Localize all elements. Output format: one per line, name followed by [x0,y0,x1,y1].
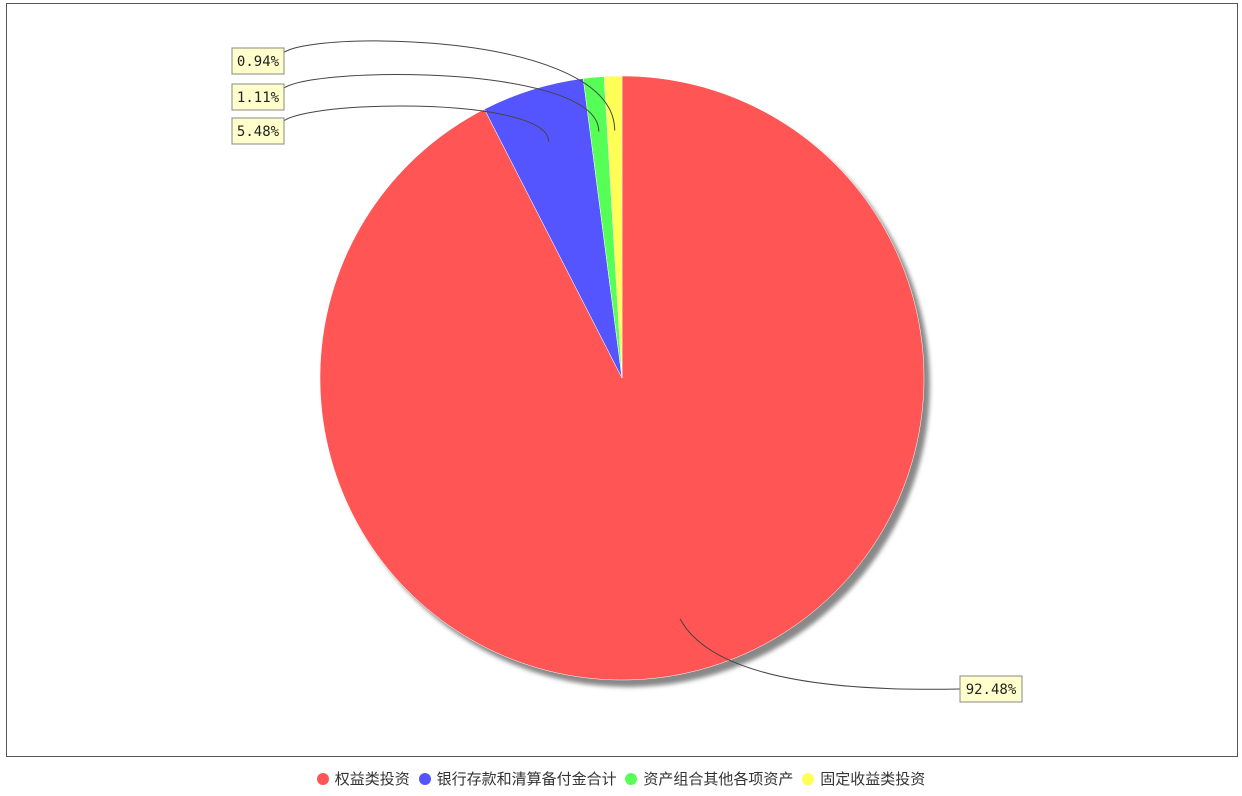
legend-item: 银行存款和清算备付金合计 [418,768,617,789]
pie-slice [319,75,925,681]
leader-line [280,40,616,131]
legend-label: 银行存款和清算备付金合计 [436,770,617,788]
data-label-box [231,83,285,111]
data-label: 92.48% [966,682,1017,698]
data-label-box [231,47,285,75]
legend-swatch [625,773,638,785]
data-label: 0.94% [237,54,280,70]
legend-item: 权益类投资 [316,768,410,789]
data-label-box [959,675,1023,703]
leader-line [280,74,600,132]
legend-swatch [316,773,329,785]
legend-label: 权益类投资 [334,770,410,788]
legend-item: 固定收益类投资 [802,768,925,789]
leader-line [280,105,550,142]
legend-label: 资产组合其他各项资产 [643,770,794,788]
legend-item: 资产组合其他各项资产 [625,768,793,789]
legend: 权益类投资 银行存款和清算备付金合计 资产组合其他各项资产 固定收益类投资 [0,768,1242,792]
data-label-box [231,117,285,145]
legend-swatch [802,773,815,785]
leader-line [679,618,961,690]
legend-swatch [418,773,431,785]
pie-slice [603,75,623,379]
data-label: 5.48% [237,124,280,140]
data-label: 1.11% [237,90,280,106]
legend-label: 固定收益类投资 [820,770,926,788]
